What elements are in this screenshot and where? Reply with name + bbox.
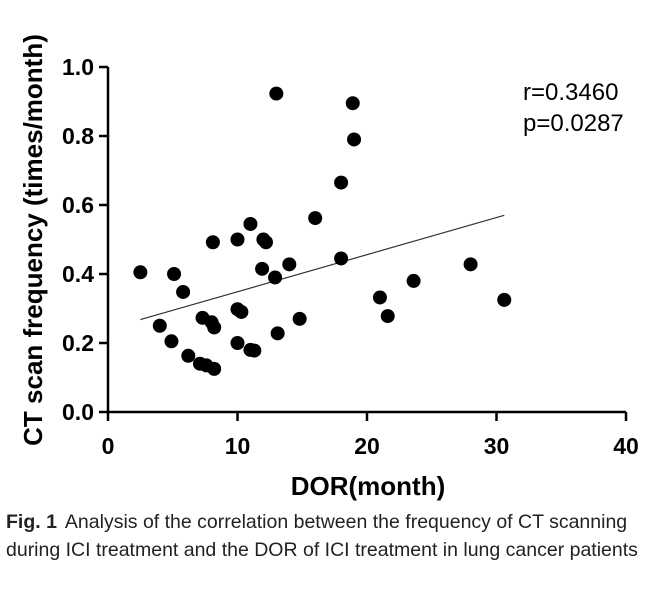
correlation-r-label: r=0.3460 [523,79,618,106]
y-tick-label: 0.4 [62,261,94,287]
data-point [270,326,285,341]
x-tick-label: 40 [613,433,639,459]
data-point [207,361,222,376]
y-tick-label: 0.8 [62,123,94,149]
data-point [380,309,395,324]
data-point [308,211,323,226]
data-point [205,235,220,250]
x-tick-label: 30 [484,433,510,459]
y-tick-label: 0.0 [62,399,94,425]
data-point [247,343,262,358]
caption-text: Analysis of the correlation between the … [6,511,638,561]
data-point [152,318,167,333]
x-tick-label: 20 [354,433,380,459]
data-point [164,334,179,349]
data-point [282,257,297,272]
data-point [207,320,222,335]
figure-caption: Fig. 1 Analysis of the correlation betwee… [6,508,656,564]
x-tick-label: 10 [225,433,251,459]
data-point [292,311,307,326]
data-point [181,348,196,363]
data-point [258,235,273,250]
data-point [345,96,360,111]
y-axis-title: CT scan frequency (times/month) [18,34,48,446]
x-axis-title: DOR(month) [291,471,446,501]
data-point [334,175,349,190]
data-point [176,284,191,299]
y-tick-label: 0.2 [62,330,94,356]
data-point [497,292,512,307]
data-point [372,290,387,305]
y-tick-label: 1.0 [62,54,94,80]
data-point [347,132,362,147]
data-point [133,265,148,280]
data-points [133,86,512,376]
y-axis-ticks: 0.0 0.2 0.4 0.6 0.8 1.0 [62,54,108,425]
trend-line [140,214,505,321]
data-point [463,257,478,272]
data-point [230,336,245,350]
data-point [230,232,245,247]
x-axis-ticks: 0 10 20 30 40 [102,412,639,459]
x-tick-label: 0 [102,433,115,459]
data-point [334,251,349,266]
figure-label: Fig. 1 [6,511,57,533]
scatter-chart: 0.0 0.2 0.4 0.6 0.8 1.0 0 10 20 30 40 r=0.3460 p=… [18,34,639,501]
data-point [243,216,258,231]
data-point [255,261,270,276]
y-tick-label: 0.6 [62,192,94,218]
data-point [268,270,283,285]
data-point [167,267,182,281]
data-point [406,273,421,288]
data-point [234,304,249,319]
data-point [269,86,284,101]
p-value-label: p=0.0287 [523,110,624,137]
